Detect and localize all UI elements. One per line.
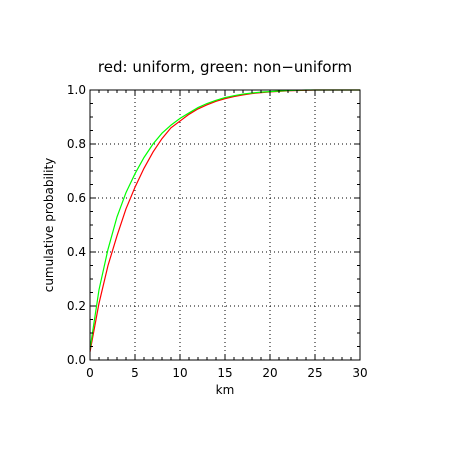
y-tick-label: 0.2 xyxy=(67,299,86,313)
x-tick-label: 20 xyxy=(262,366,277,380)
x-axis-label: km xyxy=(216,383,235,397)
y-tick-label: 1.0 xyxy=(67,83,86,97)
x-tick-label: 30 xyxy=(352,366,367,380)
x-tick-label: 5 xyxy=(131,366,139,380)
x-tick-label: 0 xyxy=(86,366,94,380)
x-tick-label: 25 xyxy=(307,366,322,380)
x-tick-label: 15 xyxy=(217,366,232,380)
series-layer xyxy=(89,89,360,353)
x-tick-label: 10 xyxy=(172,366,187,380)
grid-lines xyxy=(90,90,360,360)
ticks: 0 5 10 15 20 25 30 0.0 0.2 0.4 0.6 0.8 1.0 xyxy=(67,83,368,380)
y-tick-label: 0.0 xyxy=(67,353,86,367)
y-axis-label: cumulative probability xyxy=(42,158,56,293)
y-tick-label: 0.6 xyxy=(67,191,86,205)
red-series-line xyxy=(89,89,360,353)
y-tick-label: 0.4 xyxy=(67,245,86,259)
chart-title: red: uniform, green: non−uniform xyxy=(98,58,352,76)
y-tick-label: 0.8 xyxy=(67,137,86,151)
